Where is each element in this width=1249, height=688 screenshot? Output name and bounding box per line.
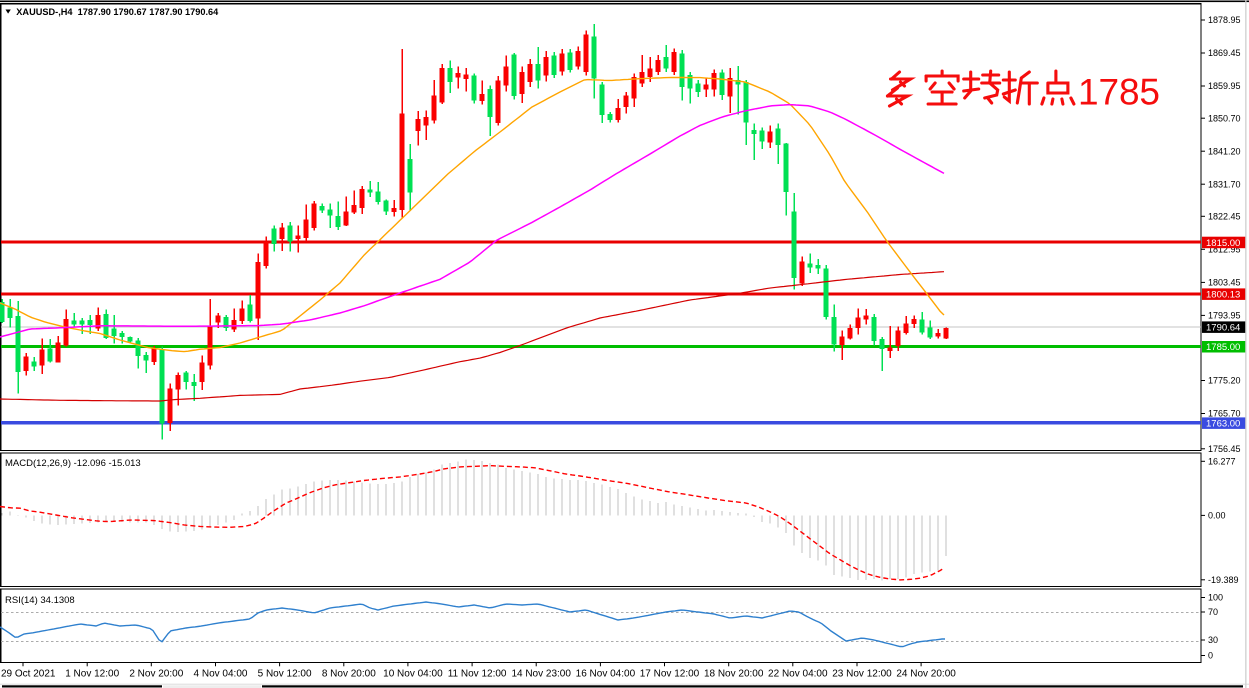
svg-text:1869.45: 1869.45	[1208, 48, 1241, 58]
svg-text:17 Nov 12:00: 17 Nov 12:00	[640, 668, 700, 679]
svg-text:14 Nov 23:00: 14 Nov 23:00	[511, 668, 571, 679]
svg-text:1763.00: 1763.00	[1206, 419, 1240, 430]
svg-text:10 Nov 04:00: 10 Nov 04:00	[383, 668, 443, 679]
svg-text:1812.95: 1812.95	[1208, 245, 1241, 255]
svg-text:1803.45: 1803.45	[1208, 278, 1241, 288]
svg-text:0: 0	[1208, 651, 1213, 661]
svg-text:1756.45: 1756.45	[1208, 444, 1241, 454]
svg-text:RSI(14) 34.1308: RSI(14) 34.1308	[5, 595, 75, 606]
svg-text:16.277: 16.277	[1208, 457, 1236, 467]
svg-text:16 Nov 04:00: 16 Nov 04:00	[576, 668, 636, 679]
svg-text:0.00: 0.00	[1208, 511, 1226, 521]
svg-text:XAUUSD-,H4 1787.90 1790.67 17: XAUUSD-,H4 1787.90 1790.67 1787.90 1790.…	[16, 7, 219, 17]
svg-text:1785: 1785	[1078, 72, 1160, 113]
svg-text:2 Nov 20:00: 2 Nov 20:00	[129, 668, 183, 679]
svg-text:MACD(12,26,9) -12.096 -15.013: MACD(12,26,9) -12.096 -15.013	[5, 458, 141, 469]
svg-text:1831.70: 1831.70	[1208, 179, 1241, 189]
svg-text:11 Nov 12:00: 11 Nov 12:00	[448, 668, 507, 679]
svg-text:1765.70: 1765.70	[1208, 409, 1241, 419]
svg-text:8 Nov 20:00: 8 Nov 20:00	[322, 668, 376, 679]
svg-text:22 Nov 04:00: 22 Nov 04:00	[768, 668, 828, 679]
svg-text:18 Nov 20:00: 18 Nov 20:00	[704, 668, 764, 679]
svg-text:1800.13: 1800.13	[1206, 290, 1240, 301]
svg-text:1850.70: 1850.70	[1208, 113, 1241, 123]
svg-text:1785.00: 1785.00	[1206, 342, 1240, 353]
svg-text:23 Nov 12:00: 23 Nov 12:00	[832, 668, 892, 679]
svg-text:100: 100	[1208, 593, 1223, 603]
svg-text:1859.95: 1859.95	[1208, 81, 1241, 91]
svg-text:70: 70	[1208, 607, 1218, 617]
svg-text:1793.95: 1793.95	[1208, 311, 1241, 321]
svg-text:29 Oct 2021: 29 Oct 2021	[1, 668, 56, 679]
svg-text:1815.00: 1815.00	[1206, 238, 1240, 249]
svg-text:1 Nov 12:00: 1 Nov 12:00	[65, 668, 119, 679]
svg-text:30: 30	[1208, 635, 1218, 645]
svg-text:1775.20: 1775.20	[1208, 376, 1241, 386]
svg-text:1822.45: 1822.45	[1208, 212, 1241, 222]
svg-text:4 Nov 04:00: 4 Nov 04:00	[194, 668, 248, 679]
svg-text:-19.389: -19.389	[1208, 575, 1239, 585]
svg-text:1878.95: 1878.95	[1208, 15, 1241, 25]
svg-text:24 Nov 20:00: 24 Nov 20:00	[896, 668, 956, 679]
svg-text:1790.64: 1790.64	[1206, 323, 1240, 334]
svg-text:1841.20: 1841.20	[1208, 146, 1241, 156]
svg-text:5 Nov 12:00: 5 Nov 12:00	[258, 668, 312, 679]
